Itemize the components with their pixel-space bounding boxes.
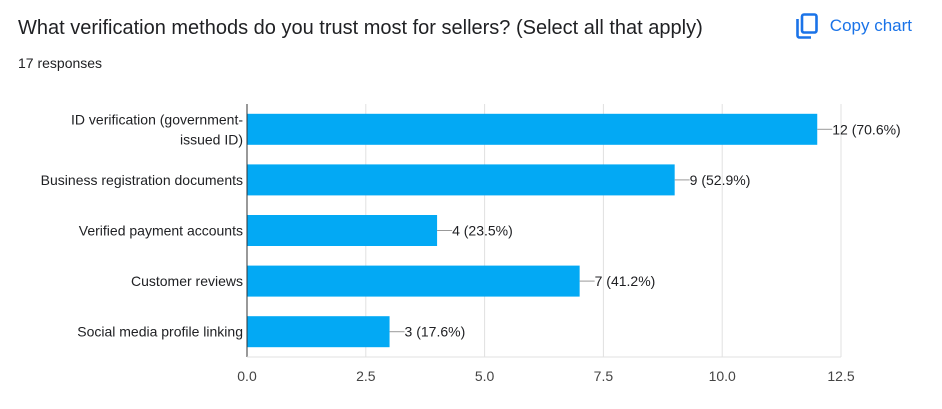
category-label: Business registration documents	[41, 172, 243, 188]
category-label: issued ID)	[180, 131, 243, 147]
chart-title: What verification methods do you trust m…	[18, 17, 703, 39]
data-label: 12 (70.6%)	[832, 121, 900, 137]
bar	[247, 215, 438, 246]
data-label: 4 (23.5%)	[452, 223, 513, 239]
bar	[247, 316, 390, 348]
copy-icon	[795, 13, 818, 39]
bar	[247, 113, 818, 145]
x-tick-label: 0.0	[237, 368, 257, 384]
data-label: 9 (52.9%)	[690, 172, 751, 188]
category-label: ID verification (government-	[71, 111, 243, 127]
response-count: 17 responses	[18, 55, 103, 71]
copy-chart-button[interactable]: Copy chart	[795, 12, 912, 40]
bar	[247, 164, 675, 196]
bar	[247, 265, 580, 297]
x-tick-label: 10.0	[709, 368, 736, 384]
data-label: 7 (41.2%)	[595, 273, 656, 289]
category-label: Social media profile linking	[77, 324, 243, 340]
x-tick-label: 5.0	[475, 368, 495, 384]
category-label: Verified payment accounts	[79, 223, 243, 239]
copy-chart-label: Copy chart	[829, 16, 912, 35]
x-tick-label: 12.5	[827, 368, 854, 384]
x-tick-label: 7.5	[594, 368, 614, 384]
x-tick-label: 2.5	[356, 368, 376, 384]
category-label: Customer reviews	[131, 273, 243, 289]
data-label: 3 (17.6%)	[405, 324, 466, 340]
